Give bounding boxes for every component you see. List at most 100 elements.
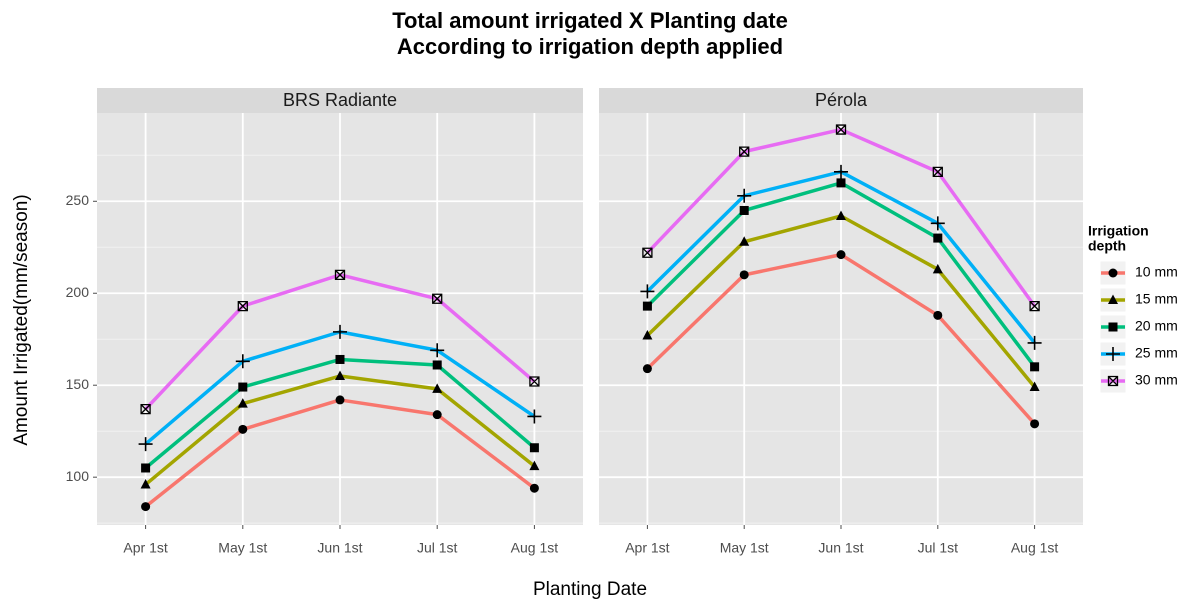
marker-shape — [1027, 335, 1042, 350]
marker-shape — [333, 324, 347, 339]
marker-shape — [529, 483, 539, 493]
marker-shape — [140, 403, 151, 415]
point-marker — [335, 370, 345, 381]
point-marker — [642, 247, 653, 258]
legend-label: 15 mm — [1135, 291, 1178, 307]
point-marker — [642, 330, 653, 340]
legend-label: 10 mm — [1135, 264, 1178, 280]
legend-label: 30 mm — [1135, 372, 1178, 388]
legend-title: Irrigation — [1088, 223, 1149, 239]
marker-shape — [237, 300, 248, 312]
point-marker — [237, 300, 248, 312]
marker-shape — [335, 395, 345, 405]
point-marker — [529, 376, 540, 387]
marker-shape — [238, 382, 248, 392]
x-tick-label: May 1st — [218, 540, 267, 556]
marker-shape — [1029, 381, 1040, 392]
panel-strip — [599, 88, 1083, 113]
point-marker — [933, 310, 943, 320]
point-marker — [932, 166, 943, 178]
marker-shape — [640, 284, 655, 299]
marker-shape — [933, 233, 943, 243]
point-marker — [529, 483, 539, 493]
marker-shape — [933, 310, 943, 320]
point-marker — [140, 403, 151, 415]
x-tick-label: Jul 1st — [918, 540, 959, 556]
point-marker — [737, 188, 752, 203]
y-tick-label: 100 — [66, 468, 90, 484]
marker-shape — [140, 479, 151, 489]
marker-shape — [930, 216, 945, 231]
marker-shape — [430, 343, 445, 358]
point-marker — [140, 479, 151, 489]
marker-shape — [642, 247, 653, 258]
marker-shape — [527, 409, 542, 424]
x-tick-label: Aug 1st — [511, 540, 559, 556]
point-marker — [529, 443, 539, 453]
point-marker — [932, 263, 943, 274]
point-marker — [138, 437, 153, 452]
point-marker — [432, 410, 442, 420]
marker-shape — [335, 354, 345, 364]
marker-shape — [238, 424, 248, 434]
marker-shape — [1108, 268, 1118, 278]
point-marker — [1029, 300, 1040, 312]
marker-shape — [529, 376, 540, 387]
marker-shape — [836, 250, 846, 260]
point-marker — [529, 460, 540, 471]
y-tick-label: 250 — [66, 192, 90, 208]
marker-shape — [432, 360, 442, 370]
marker-shape — [737, 188, 752, 203]
legend-marker — [1108, 322, 1118, 332]
facet-label: Pérola — [815, 90, 868, 110]
marker-shape — [739, 270, 749, 280]
marker-shape — [1106, 347, 1120, 361]
legend-marker — [1107, 375, 1119, 387]
marker-shape — [334, 269, 346, 281]
point-marker — [739, 236, 750, 246]
marker-shape — [141, 502, 151, 512]
marker-shape — [1029, 300, 1040, 312]
legend-title: depth — [1088, 238, 1126, 254]
point-marker — [930, 216, 945, 231]
point-marker — [739, 270, 749, 280]
marker-shape — [141, 463, 151, 473]
marker-shape — [432, 293, 443, 304]
marker-shape — [335, 370, 345, 381]
marker-shape — [1030, 362, 1040, 372]
point-marker — [1029, 381, 1040, 392]
point-marker — [739, 146, 750, 157]
x-axis-label: Planting Date — [533, 579, 647, 600]
point-marker — [834, 164, 848, 179]
marker-shape — [642, 301, 652, 311]
y-axis-label: Amount Irrigated(mm/season) — [11, 194, 32, 445]
marker-shape — [529, 443, 539, 453]
marker-shape — [642, 330, 653, 340]
marker-shape — [529, 460, 540, 471]
point-marker — [333, 324, 347, 339]
panel-strip — [97, 88, 583, 113]
point-marker — [432, 293, 443, 304]
point-marker — [235, 354, 250, 369]
marker-shape — [237, 398, 248, 408]
marker-shape — [432, 383, 443, 393]
marker-shape — [138, 437, 153, 452]
y-tick-label: 200 — [66, 284, 90, 300]
marker-shape — [235, 354, 250, 369]
marker-shape — [836, 210, 846, 220]
point-marker — [1027, 335, 1042, 350]
x-tick-label: Jun 1st — [818, 540, 863, 556]
point-marker — [430, 343, 445, 358]
point-marker — [527, 409, 542, 424]
legend-label: 25 mm — [1135, 345, 1178, 361]
point-marker — [1030, 362, 1040, 372]
point-marker — [335, 395, 345, 405]
marker-shape — [739, 146, 750, 157]
marker-shape — [932, 263, 943, 274]
marker-shape — [1030, 419, 1040, 429]
x-tick-label: May 1st — [720, 540, 769, 556]
point-marker — [238, 382, 248, 392]
point-marker — [739, 205, 749, 215]
point-marker — [836, 178, 846, 188]
